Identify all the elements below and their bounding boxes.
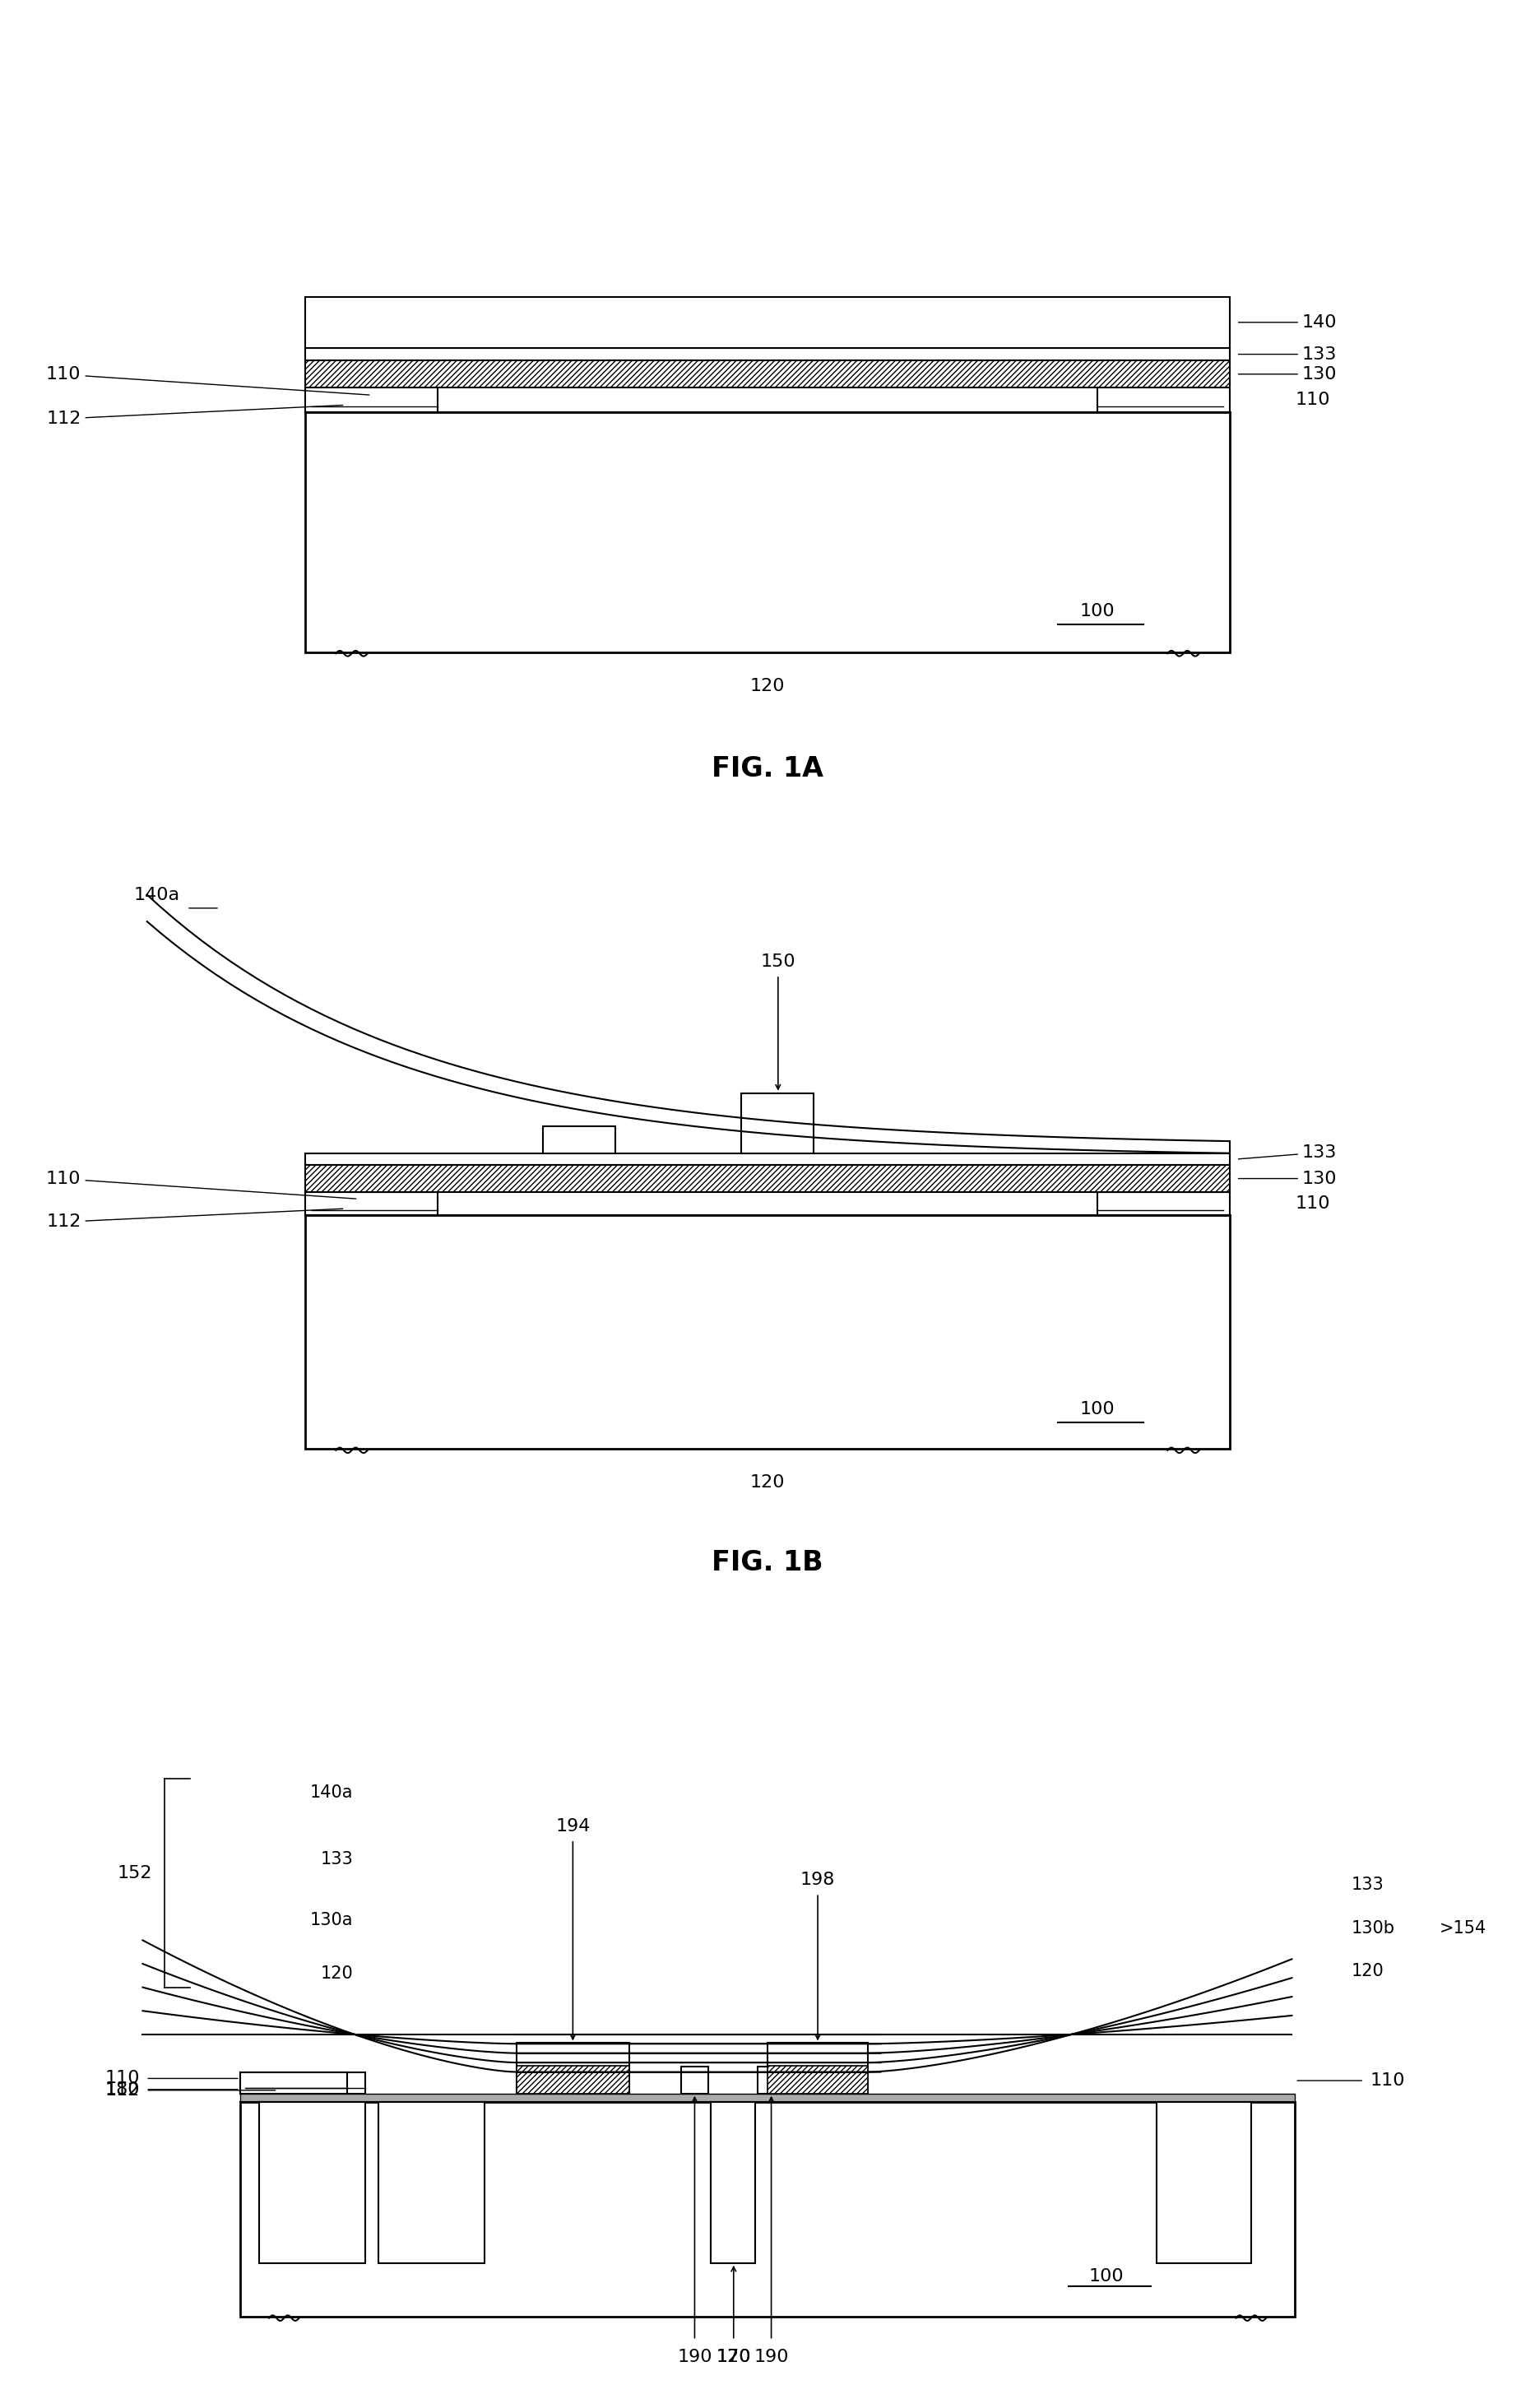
Text: 120: 120 bbox=[717, 2348, 751, 2365]
Text: 110: 110 bbox=[46, 366, 370, 395]
Text: 190: 190 bbox=[754, 2348, 789, 2365]
Text: 133: 133 bbox=[321, 1852, 353, 1869]
Text: 100: 100 bbox=[1088, 2268, 1124, 2285]
Text: 170: 170 bbox=[717, 2348, 751, 2365]
Text: 110: 110 bbox=[104, 2071, 140, 2088]
Text: 112: 112 bbox=[46, 405, 342, 426]
Text: FIG. 1A: FIG. 1A bbox=[712, 756, 823, 783]
Bar bbox=[741, 1093, 814, 1153]
Text: 150: 150 bbox=[760, 954, 795, 970]
Bar bbox=[305, 296, 1230, 349]
Bar bbox=[305, 361, 1230, 388]
Bar bbox=[305, 388, 437, 412]
Bar bbox=[305, 412, 1230, 653]
Text: 130: 130 bbox=[1239, 1170, 1337, 1187]
Text: >154: >154 bbox=[1440, 1919, 1486, 1936]
Text: 110: 110 bbox=[1296, 1194, 1331, 1211]
Text: 120: 120 bbox=[1351, 1963, 1385, 1979]
Text: 190: 190 bbox=[677, 2348, 712, 2365]
Bar bbox=[239, 2071, 347, 2093]
Bar bbox=[305, 349, 1230, 361]
Bar bbox=[682, 2066, 709, 2093]
Text: 130a: 130a bbox=[310, 1912, 353, 1929]
Bar bbox=[305, 1192, 437, 1216]
Text: 110: 110 bbox=[1296, 393, 1331, 407]
Text: 133: 133 bbox=[1239, 1144, 1337, 1161]
Text: 112: 112 bbox=[104, 2083, 140, 2097]
Text: 194: 194 bbox=[556, 1818, 591, 1835]
Bar bbox=[239, 2093, 1296, 2102]
Text: 133: 133 bbox=[1239, 347, 1337, 364]
Text: 100: 100 bbox=[1081, 1401, 1114, 1418]
Bar bbox=[768, 2042, 867, 2093]
Text: 120: 120 bbox=[751, 1474, 784, 1491]
Bar bbox=[305, 1216, 1230, 1450]
Bar bbox=[516, 2066, 629, 2093]
Text: 198: 198 bbox=[800, 1871, 835, 1888]
Text: 133: 133 bbox=[1351, 1876, 1385, 1893]
Bar bbox=[768, 2066, 867, 2093]
Bar bbox=[543, 1127, 616, 1153]
Text: 152: 152 bbox=[117, 1864, 152, 1881]
Text: 140a: 140a bbox=[134, 886, 180, 903]
Text: 140a: 140a bbox=[310, 1784, 353, 1801]
Bar bbox=[239, 2071, 365, 2093]
Bar bbox=[239, 2102, 1296, 2316]
Text: 140: 140 bbox=[1239, 313, 1337, 330]
Text: 120: 120 bbox=[751, 679, 784, 694]
Text: 180: 180 bbox=[104, 2081, 140, 2097]
Text: 100: 100 bbox=[1081, 602, 1114, 619]
Bar bbox=[516, 2042, 629, 2093]
Text: 130b: 130b bbox=[1351, 1919, 1395, 1936]
Text: FIG. 1B: FIG. 1B bbox=[712, 1548, 823, 1577]
Text: 120: 120 bbox=[321, 1965, 353, 1982]
Text: 130: 130 bbox=[1239, 366, 1337, 383]
Text: 110: 110 bbox=[46, 1170, 356, 1199]
Bar bbox=[1098, 388, 1230, 412]
Bar bbox=[378, 2102, 485, 2264]
Bar bbox=[1157, 2102, 1251, 2264]
Bar bbox=[305, 1165, 1230, 1192]
Bar bbox=[259, 2102, 365, 2264]
Bar bbox=[305, 1153, 1230, 1165]
Bar bbox=[711, 2102, 755, 2264]
Text: 112: 112 bbox=[46, 1209, 342, 1230]
Bar bbox=[757, 2066, 784, 2093]
Text: 110: 110 bbox=[1371, 2073, 1406, 2088]
Bar bbox=[1098, 1192, 1230, 1216]
